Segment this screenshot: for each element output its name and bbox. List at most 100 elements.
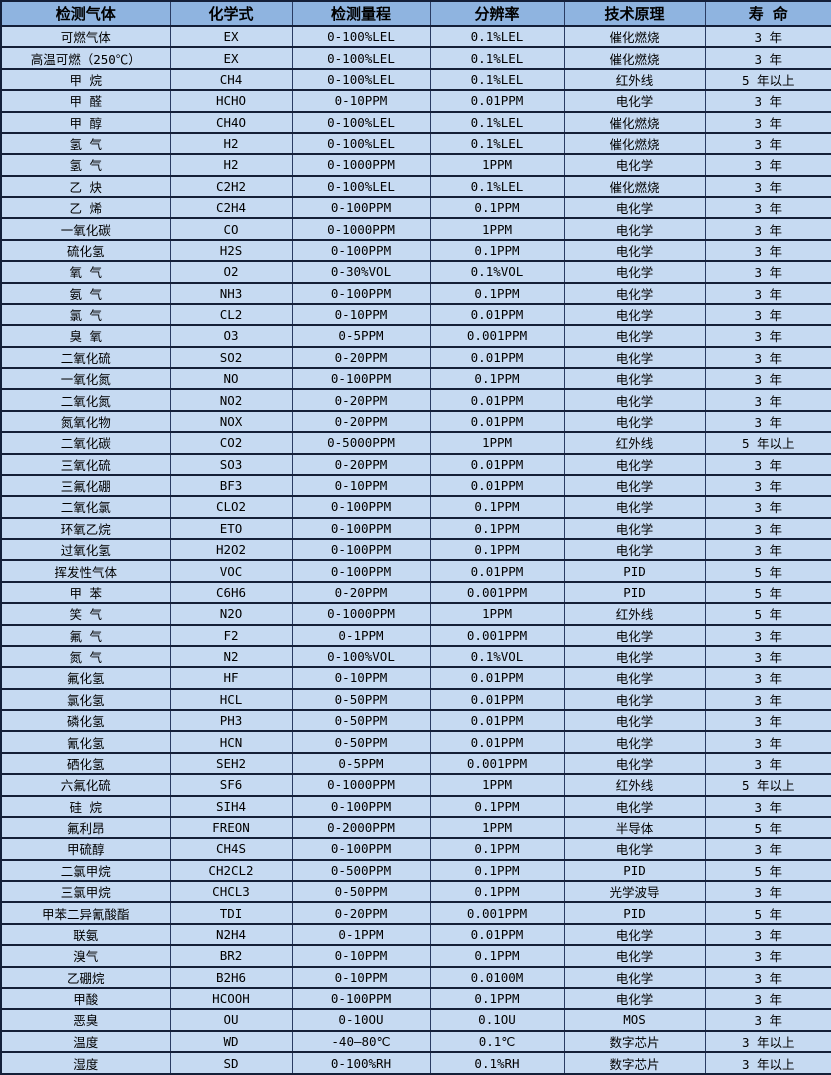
table-cell: 3 年 xyxy=(704,217,831,241)
table-cell: 二氧化碳 xyxy=(0,431,171,455)
table-cell: 三氟化硼 xyxy=(0,473,171,498)
table-cell: 0-20PPM xyxy=(291,452,431,476)
table-cell: 电化学 xyxy=(563,944,706,968)
table-cell: HCOOH xyxy=(169,986,293,1011)
table-cell: 0-100PPM xyxy=(291,794,431,818)
table-cell: 3 年 xyxy=(704,366,831,391)
table-cell: H2 xyxy=(169,153,293,177)
table-cell: 氟化氢 xyxy=(0,666,171,690)
table-row: 可燃气体 EX 0-100%LEL 0.1%LEL 催化燃烧 3 年 xyxy=(0,24,831,49)
table-row: 甲硫醇 CH4S 0-100PPM 0.1PPM 电化学 3 年 xyxy=(0,837,831,861)
table-cell: 5 年 xyxy=(704,815,831,840)
table-cell: 5 年 xyxy=(704,602,831,626)
table-cell: SO2 xyxy=(169,345,293,370)
table-cell: 0.1%VOL xyxy=(429,644,565,669)
table-cell: CO xyxy=(169,217,293,241)
table-row: 磷化氢 PH3 0-50PPM 0.01PPM 电化学 3 年 xyxy=(0,708,831,733)
table-row: 甲 苯 C6H6 0-20PPM 0.001PPM PID 5 年 xyxy=(0,580,831,605)
table-cell: 0-50PPM xyxy=(291,708,431,733)
table-row: 三氯甲烷 CHCL3 0-50PPM 0.1PPM 光学波导 3 年 xyxy=(0,879,831,904)
table-cell: 0.1℃ xyxy=(429,1029,565,1054)
table-cell: 电化学 xyxy=(563,708,706,733)
table-cell: 3 年 xyxy=(704,131,831,156)
table-cell: 甲 烷 xyxy=(0,67,171,92)
table-cell: 氟利昂 xyxy=(0,815,171,840)
table-cell: 0-50PPM xyxy=(291,730,431,754)
table-cell: 5 年 xyxy=(704,901,831,925)
table-cell: 0.01PPM xyxy=(429,89,565,113)
table-body: 可燃气体 EX 0-100%LEL 0.1%LEL 催化燃烧 3 年高温可燃（250℃） E… xyxy=(0,24,831,1075)
table-cell: 电化学 xyxy=(563,751,706,776)
table-cell: 0.1PPM xyxy=(429,195,565,220)
table-row: 湿度 SD 0-100%RH 0.1%RH 数字芯片 3 年以上 xyxy=(0,1051,831,1075)
table-cell: 3 年 xyxy=(704,174,831,199)
table-cell: 0.1PPM xyxy=(429,879,565,904)
table-cell: CHCL3 xyxy=(169,879,293,904)
table-cell: 3 年 xyxy=(704,473,831,498)
table-cell: O2 xyxy=(169,260,293,284)
table-cell: 5 年以上 xyxy=(704,431,831,455)
table-cell: MOS xyxy=(563,1008,706,1032)
table-cell: B2H6 xyxy=(169,965,293,989)
table-cell: 0-100PPM xyxy=(291,495,431,519)
table-cell: PH3 xyxy=(169,708,293,733)
table-cell: 3 年 xyxy=(704,238,831,263)
table-cell: 电化学 xyxy=(563,153,706,177)
table-row: 氢 气 H2 0-1000PPM 1PPM 电化学 3 年 xyxy=(0,153,831,177)
table-cell: 0-20PPM xyxy=(291,409,431,434)
table-cell: 3 年 xyxy=(704,302,831,327)
table-cell: 0-10OU xyxy=(291,1008,431,1032)
table-cell: 0-5PPM xyxy=(291,751,431,776)
table-row: 一氧化碳 CO 0-1000PPM 1PPM 电化学 3 年 xyxy=(0,217,831,241)
table-cell: 电化学 xyxy=(563,922,706,947)
table-row: 氰化氢 HCN 0-50PPM 0.01PPM 电化学 3 年 xyxy=(0,730,831,754)
table-cell: 电化学 xyxy=(563,837,706,861)
table-cell: 二氧化氯 xyxy=(0,495,171,519)
table-cell: N2H4 xyxy=(169,922,293,947)
table-cell: BR2 xyxy=(169,944,293,968)
table-cell: 0-10PPM xyxy=(291,302,431,327)
table-cell: 0-100PPM xyxy=(291,559,431,583)
table-cell: 挥发性气体 xyxy=(0,559,171,583)
table-cell: 0-100PPM xyxy=(291,837,431,861)
table-cell: 1PPM xyxy=(429,773,565,797)
table-cell: 0.001PPM xyxy=(429,580,565,605)
table-cell: 0-100PPM xyxy=(291,195,431,220)
table-cell: 0-1000PPM xyxy=(291,153,431,177)
table-cell: 0.01PPM xyxy=(429,302,565,327)
table-cell: 甲 醛 xyxy=(0,89,171,113)
table-cell: 电化学 xyxy=(563,495,706,519)
table-cell: 3 年 xyxy=(704,1008,831,1032)
table-cell: EX xyxy=(169,24,293,49)
table-cell: 氨 气 xyxy=(0,281,171,305)
table-cell: 1PPM xyxy=(429,815,565,840)
table-row: 环氧乙烷 ETO 0-100PPM 0.1PPM 电化学 3 年 xyxy=(0,516,831,541)
table-cell: 0.01PPM xyxy=(429,473,565,498)
table-cell: 0.1PPM xyxy=(429,366,565,391)
table-cell: CO2 xyxy=(169,431,293,455)
table-cell: 氢 气 xyxy=(0,153,171,177)
table-cell: 0.1%RH xyxy=(429,1051,565,1075)
table-cell: 一氧化氮 xyxy=(0,366,171,391)
table-row: 二氧化氯 CLO2 0-100PPM 0.1PPM 电化学 3 年 xyxy=(0,495,831,519)
table-cell: 3 年 xyxy=(704,537,831,562)
table-cell: 电化学 xyxy=(563,452,706,476)
table-cell: 六氟化硫 xyxy=(0,773,171,797)
table-cell: 电化学 xyxy=(563,238,706,263)
table-cell: 催化燃烧 xyxy=(563,110,706,134)
table-cell: 3 年 xyxy=(704,281,831,305)
table-cell: SEH2 xyxy=(169,751,293,776)
column-header: 检测量程 xyxy=(291,0,431,27)
table-cell: 温度 xyxy=(0,1029,171,1054)
table-cell: 0.01PPM xyxy=(429,708,565,733)
table-cell: 0-100PPM xyxy=(291,986,431,1011)
table-row: 三氧化硫 SO3 0-20PPM 0.01PPM 电化学 3 年 xyxy=(0,452,831,476)
table-cell: 二氯甲烷 xyxy=(0,858,171,883)
table-cell: 3 年 xyxy=(704,837,831,861)
table-cell: 3 年 xyxy=(704,944,831,968)
table-cell: 催化燃烧 xyxy=(563,174,706,199)
table-row: 溴气 BR2 0-10PPM 0.1PPM 电化学 3 年 xyxy=(0,944,831,968)
table-cell: EX xyxy=(169,46,293,70)
table-cell: 3 年 xyxy=(704,110,831,134)
table-row: 二氯甲烷 CH2CL2 0-500PPM 0.1PPM PID 5 年 xyxy=(0,858,831,883)
